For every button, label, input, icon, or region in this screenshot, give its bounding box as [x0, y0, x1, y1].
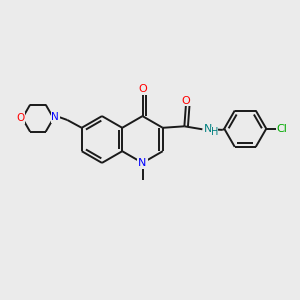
Text: N: N: [138, 158, 147, 168]
Text: O: O: [16, 113, 25, 123]
Text: O: O: [182, 95, 190, 106]
Text: N: N: [204, 124, 212, 134]
Text: O: O: [138, 84, 147, 94]
Text: N: N: [51, 112, 59, 122]
Text: Cl: Cl: [277, 124, 288, 134]
Text: H: H: [211, 127, 218, 137]
